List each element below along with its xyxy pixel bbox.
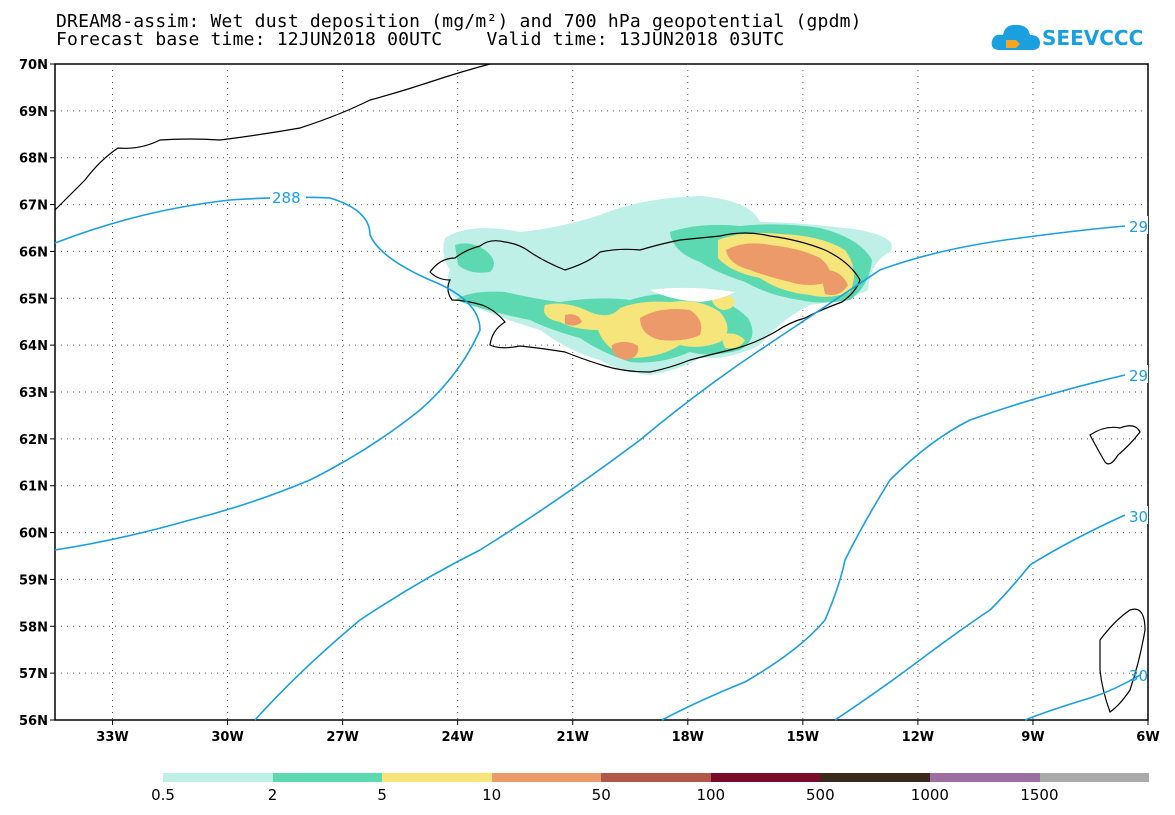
cloud-icon: [991, 24, 1040, 50]
lat-label: 66N: [19, 245, 48, 260]
contour-label-30-a: 30: [1129, 508, 1148, 526]
lon-label: 21W: [557, 730, 589, 745]
lat-label: 68N: [19, 152, 48, 167]
longitude-labels: 33W 30W 27W 24W 21W 18W 15W 12W 9W 6W: [96, 720, 1160, 745]
legend-swatch: [382, 773, 492, 782]
legend-label: 5: [377, 786, 387, 804]
lon-label: 24W: [441, 730, 473, 745]
lat-label: 56N: [19, 714, 48, 729]
legend-label: 0.5: [151, 786, 175, 804]
contour-label-288: 288: [272, 189, 301, 207]
lon-label: 12W: [902, 730, 934, 745]
geopotential-contours: [54, 196, 1141, 721]
lon-label: 15W: [787, 730, 819, 745]
legend-swatch: [929, 773, 1040, 782]
coastlines: [54, 63, 1146, 713]
lon-label: 9W: [1021, 730, 1044, 745]
lat-label: 58N: [19, 620, 48, 635]
lon-label: 6W: [1136, 730, 1159, 745]
graticule: [55, 64, 1148, 720]
legend-label: 1500: [1020, 786, 1059, 804]
dust-deposition-field: [443, 196, 892, 375]
legend-label: 10: [482, 786, 502, 804]
lat-label: 65N: [19, 292, 48, 307]
legend-label: 500: [806, 786, 835, 804]
lat-label: 59N: [19, 573, 48, 588]
latitude-labels: 70N 69N 68N 67N 66N 65N 64N 63N 62N 61N 60N 59N 58N 5…: [19, 58, 55, 729]
lat-label: 70N: [19, 58, 48, 73]
lat-label: 64N: [19, 339, 48, 354]
legend-label: 50: [591, 786, 611, 804]
legend-swatch: [491, 773, 602, 782]
contour-label-30-b: 30: [1129, 667, 1148, 685]
map-title-line1: DREAM8-assim: Wet dust deposition (mg/m²…: [56, 11, 862, 32]
lat-label: 60N: [19, 527, 48, 542]
lat-label: 69N: [19, 105, 48, 120]
legend-swatch: [272, 773, 383, 782]
legend-label: 2: [267, 786, 278, 804]
lat-label: 63N: [19, 386, 48, 401]
contour-label-29-b: 29: [1129, 367, 1148, 385]
lat-label: 57N: [19, 667, 48, 682]
color-legend: [163, 773, 1150, 782]
lon-label: 18W: [672, 730, 704, 745]
contour-label-29-a: 29: [1129, 218, 1148, 236]
seevccc-logo: SEEVCCC: [990, 18, 1150, 58]
map-title-line2: Forecast base time: 12JUN2018 00UTC Vali…: [56, 29, 785, 50]
lat-label: 67N: [19, 199, 48, 214]
legend-swatch: [710, 773, 821, 782]
legend-swatch: [601, 773, 711, 782]
legend-label: 1000: [910, 786, 949, 804]
legend-swatch: [1039, 773, 1150, 782]
lat-label: 62N: [19, 433, 48, 448]
lat-label: 61N: [19, 480, 48, 495]
lon-label: 27W: [326, 730, 358, 745]
legend-label: 100: [696, 786, 726, 804]
legend-swatch: [163, 773, 273, 782]
lon-label: 30W: [211, 730, 243, 745]
logo-text: SEEVCCC: [1042, 26, 1144, 50]
lon-label: 33W: [96, 730, 128, 745]
legend-swatch: [820, 773, 930, 782]
